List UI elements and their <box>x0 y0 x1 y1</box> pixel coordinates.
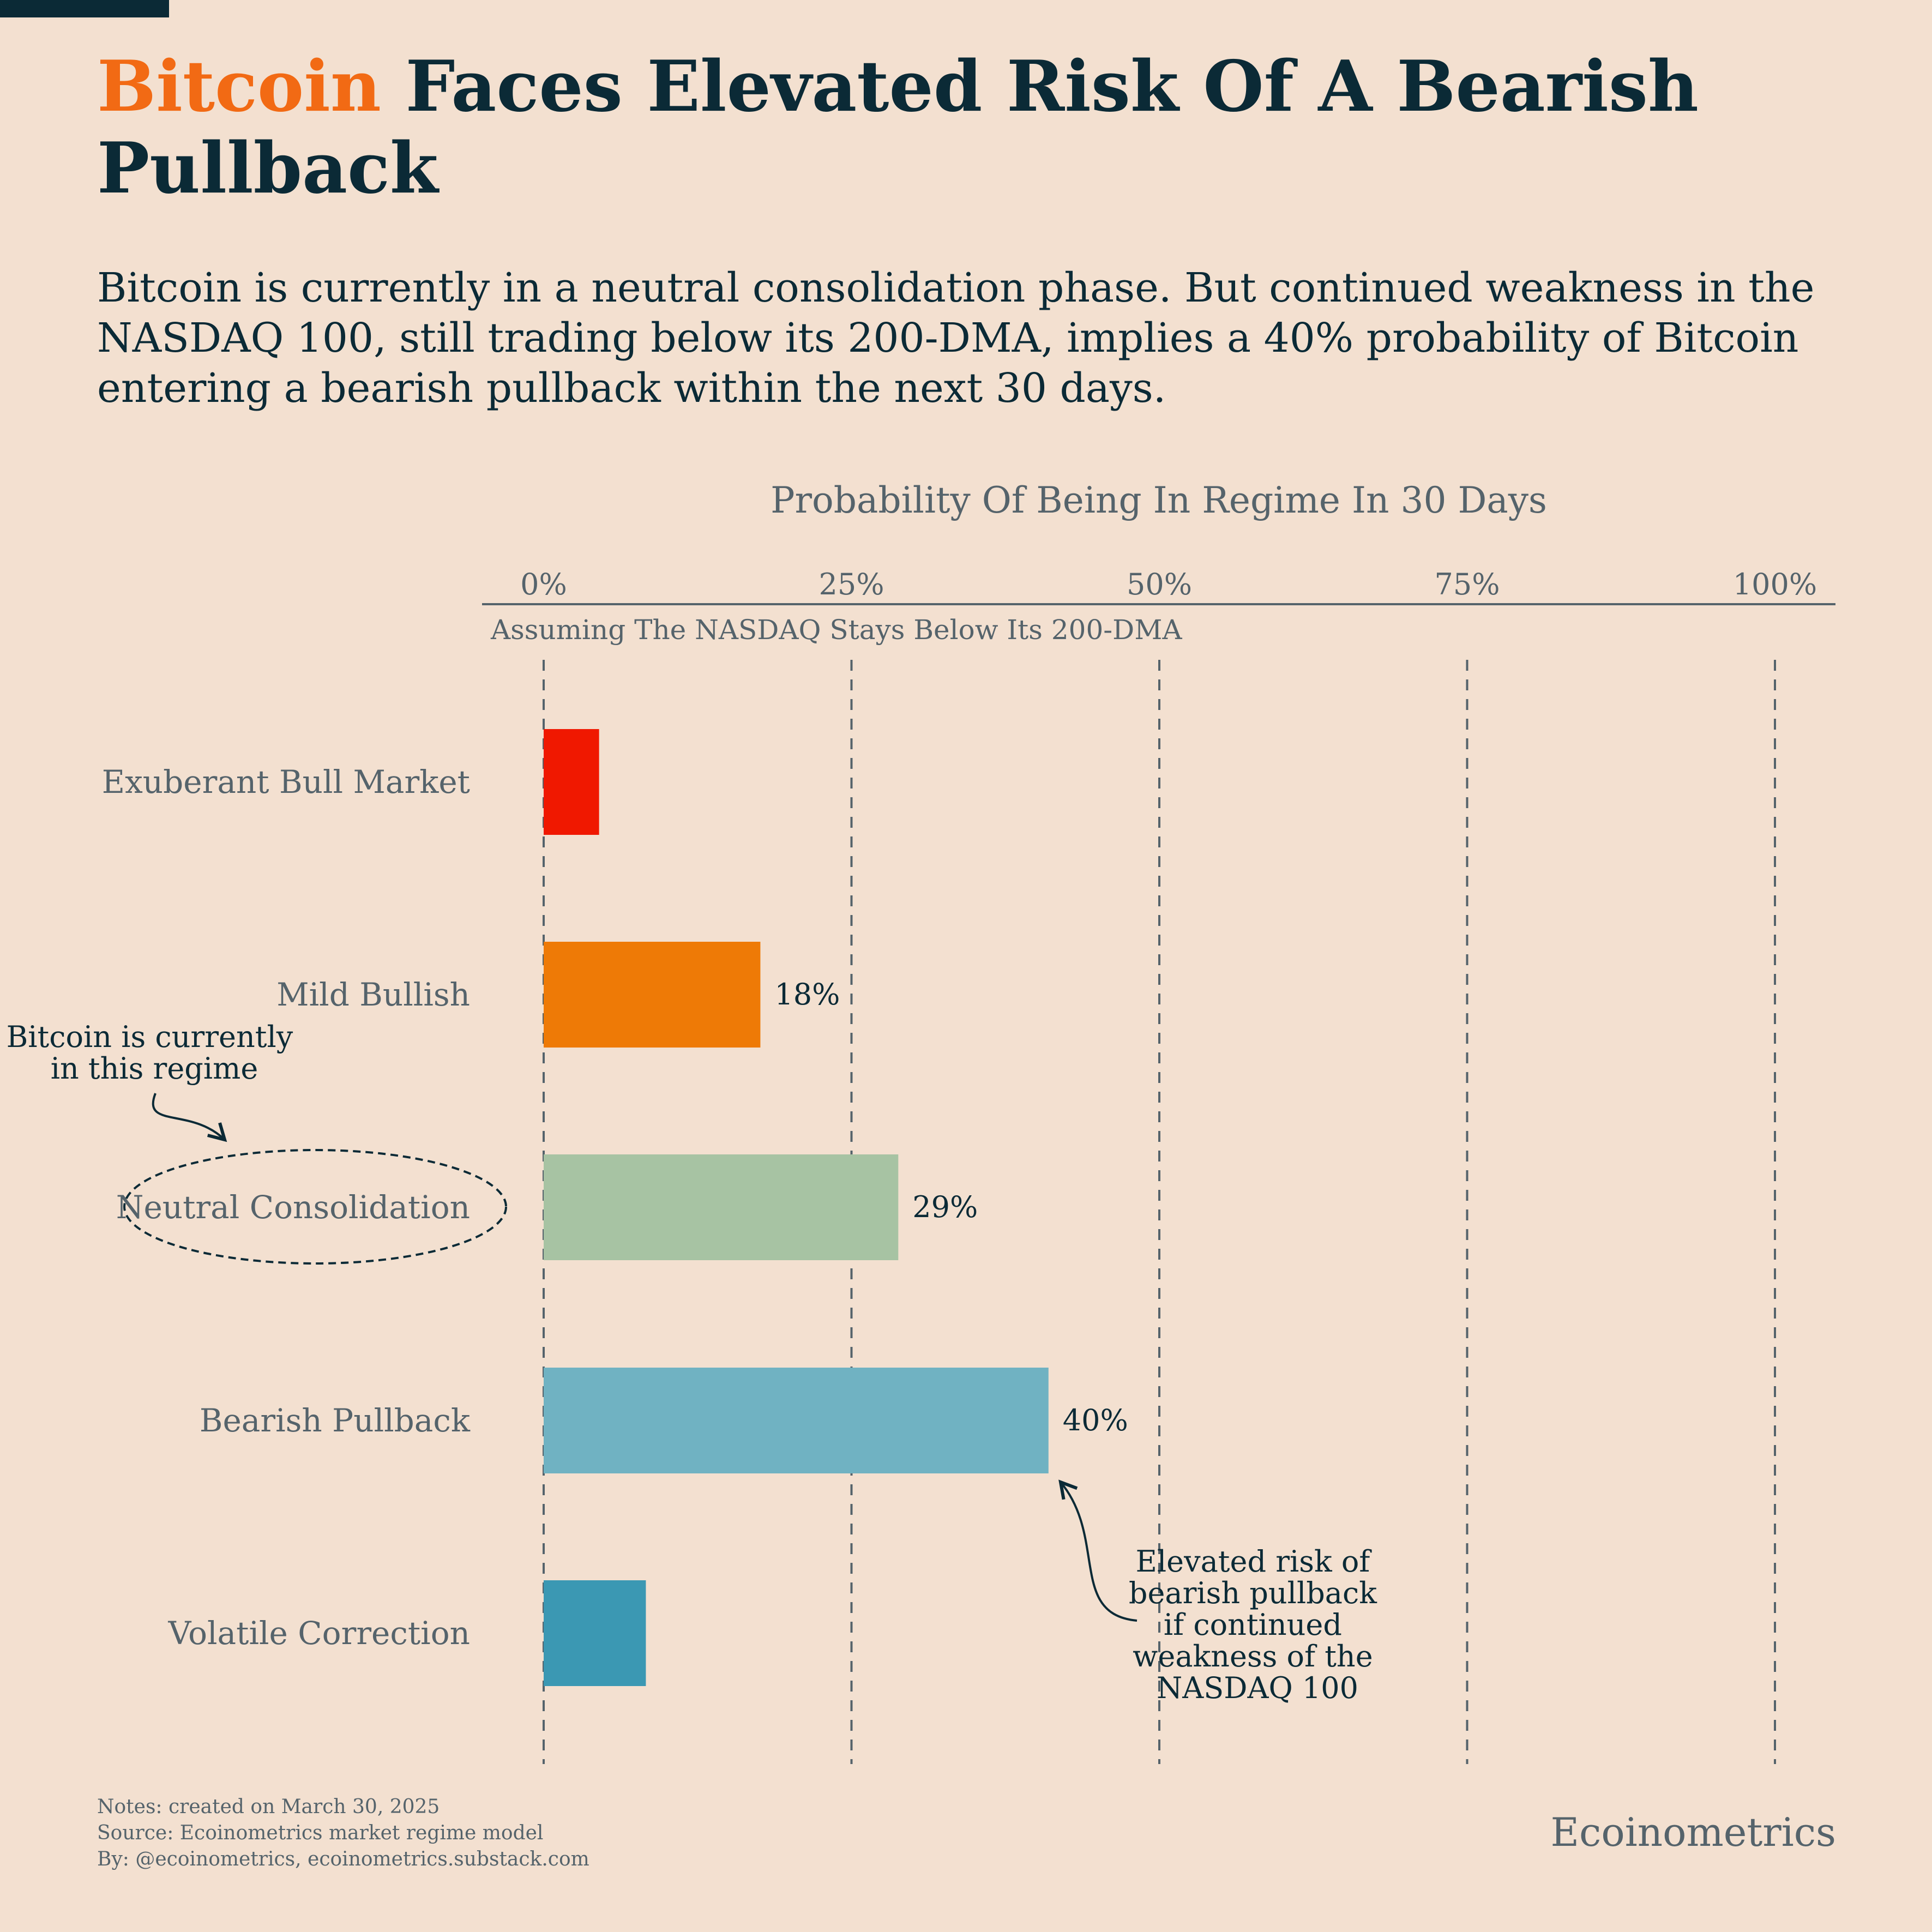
bars <box>544 729 1049 1686</box>
annotation-line: Elevated risk of <box>1135 1544 1372 1579</box>
notes-date: Notes: created on March 30, 2025 <box>97 1796 440 1818</box>
category-labels: Exuberant Bull Market Mild Bullish Neutral… <box>102 763 471 1652</box>
annotation-line: if continued <box>1164 1608 1342 1642</box>
notes-by: By: @ecoinometrics, ecoinometrics.substa… <box>97 1848 589 1870</box>
data-label: 29% <box>912 1190 978 1224</box>
footer-notes: Notes: created on March 30, 2025 Source:… <box>97 1794 589 1873</box>
current-regime-annotation: Bitcoin is currently in this regime <box>7 1020 507 1265</box>
annotation-line: bearish pullback <box>1129 1576 1377 1610</box>
current-regime-arrow <box>152 1093 227 1142</box>
annotation-line: weakness of the <box>1133 1639 1373 1674</box>
x-axis-label: Assuming The NASDAQ Stays Below Its 200-… <box>490 614 1182 646</box>
elevated-risk-arrow <box>1058 1479 1137 1622</box>
x-tick-label: 75% <box>1434 567 1500 601</box>
corner-accent-bar <box>0 0 169 17</box>
category-label: Neutral Consolidation <box>116 1189 470 1226</box>
category-label: Volatile Correction <box>168 1615 470 1652</box>
page-subtitle: Bitcoin is currently in a neutral consol… <box>97 264 1815 412</box>
x-tick-labels: 0% 25% 50% 75% 100% <box>520 567 1817 601</box>
notes-source: Source: Ecoinometrics market regime mode… <box>97 1822 544 1844</box>
elevated-risk-annotation: Elevated risk of bearish pullback if con… <box>1058 1479 1386 1705</box>
bar <box>544 1368 1049 1473</box>
current-regime-highlight-ellipse <box>123 1149 507 1265</box>
annotation-line: in this regime <box>51 1051 258 1086</box>
chart-title: Probability Of Being In Regime In 30 Day… <box>771 479 1547 521</box>
category-label: Mild Bullish <box>276 976 470 1013</box>
x-tick-label: 50% <box>1127 567 1192 601</box>
title-rest: Faces Elevated Risk Of A Bearish Pullbac… <box>97 46 1699 209</box>
x-tick-label: 100% <box>1733 567 1817 601</box>
data-label: 18% <box>774 977 840 1012</box>
x-tick-label: 0% <box>520 567 567 601</box>
bar <box>544 1580 646 1686</box>
category-label: Bearish Pullback <box>200 1402 471 1439</box>
page-title: Bitcoin Faces Elevated Risk Of A Bearish… <box>97 46 1815 209</box>
annotation-line: Bitcoin is currently <box>7 1020 293 1054</box>
x-tick-label: 25% <box>818 567 884 601</box>
elevated-risk-annotation-text: Elevated risk of bearish pullback if con… <box>1129 1544 1386 1705</box>
value-labels: 18% 29% 40% <box>774 977 1128 1437</box>
current-regime-annotation-text: Bitcoin is currently in this regime <box>7 1020 303 1086</box>
bar <box>544 729 599 835</box>
bar <box>544 1154 899 1260</box>
brand-logo-text: Ecoinometrics <box>1550 1809 1836 1855</box>
data-label: 40% <box>1063 1403 1128 1437</box>
annotation-line: NASDAQ 100 <box>1157 1671 1358 1705</box>
category-label: Exuberant Bull Market <box>102 763 470 801</box>
title-accent: Bitcoin <box>97 46 381 128</box>
bar <box>544 942 761 1048</box>
